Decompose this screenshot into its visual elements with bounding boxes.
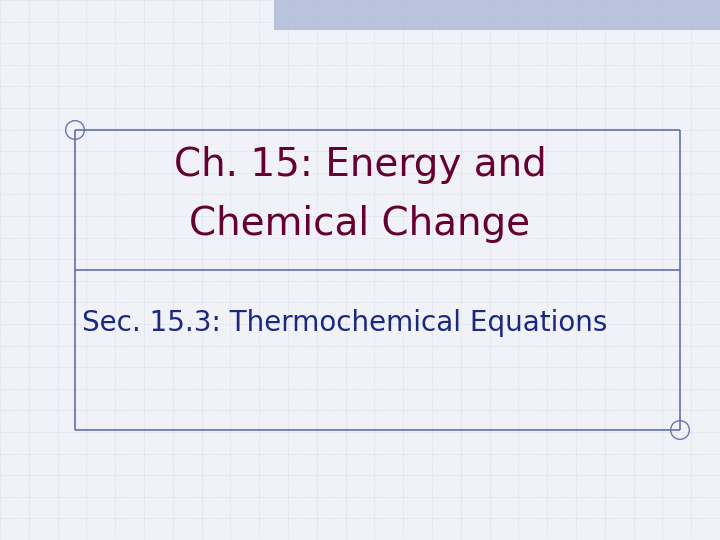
Bar	[274, 0, 720, 30]
Text: Ch. 15: Energy and: Ch. 15: Energy and	[174, 146, 546, 184]
Text: Sec. 15.3: Thermochemical Equations: Sec. 15.3: Thermochemical Equations	[82, 309, 608, 337]
Text: Chemical Change: Chemical Change	[189, 205, 531, 244]
